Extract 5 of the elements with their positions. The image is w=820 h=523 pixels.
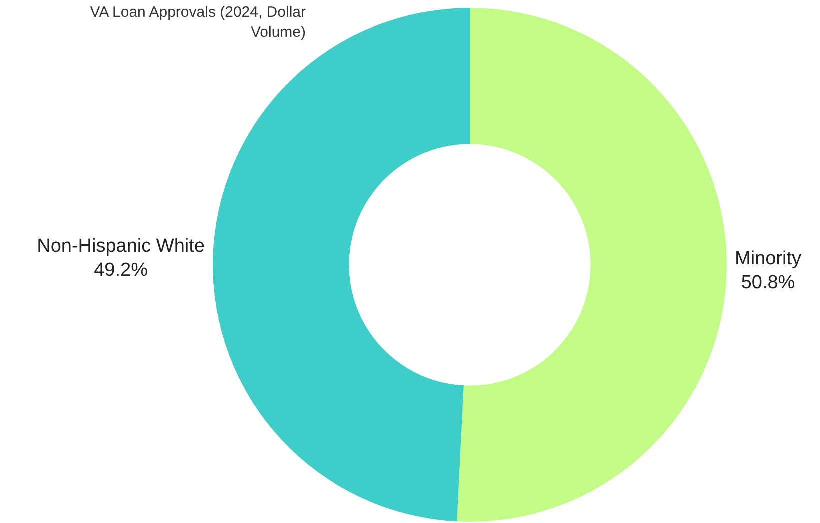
data-label: 50.8% bbox=[741, 272, 796, 294]
slice-label: Non-Hispanic White bbox=[37, 236, 206, 257]
data-label: 49.2% bbox=[94, 260, 148, 281]
chart-title: VA Loan Approvals (2024, Dollar Volume) bbox=[89, 3, 306, 43]
slice-label: Minority bbox=[734, 248, 802, 270]
